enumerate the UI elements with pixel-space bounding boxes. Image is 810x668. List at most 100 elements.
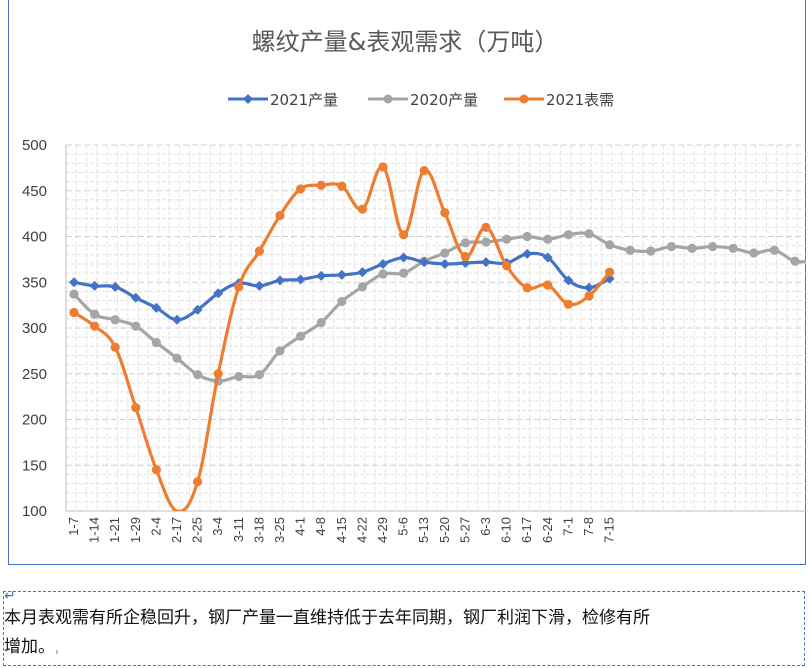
series-point-2	[502, 234, 512, 244]
legend-label-2: 2020产量	[410, 91, 478, 109]
series-point-1	[542, 252, 553, 263]
x-tick-label: 6-24	[540, 517, 555, 543]
series-point-1	[213, 288, 224, 299]
series-point-2	[728, 243, 738, 253]
series-point-3	[213, 369, 223, 379]
series-point-3	[254, 246, 264, 256]
series-point-3	[110, 342, 120, 352]
series-point-1	[357, 267, 368, 278]
series-point-2	[522, 231, 532, 242]
x-tick-label: 4-1	[293, 517, 308, 536]
series-point-3	[316, 180, 326, 190]
paragraph-mark-icon: ˌ	[55, 640, 59, 656]
x-tick-label: 2-17	[169, 517, 184, 543]
x-tick-label: 4-29	[375, 517, 390, 543]
series-point-3	[275, 210, 285, 221]
x-tick-label: 1-14	[87, 517, 102, 543]
x-tick-label: 2-4	[148, 517, 163, 536]
series-point-2	[749, 248, 759, 258]
series-point-3	[378, 162, 388, 172]
x-tick-label: 6-10	[499, 517, 514, 543]
x-tick-label: 1-7	[66, 517, 81, 536]
series-point-2	[460, 238, 470, 248]
series-point-2	[90, 309, 100, 319]
x-tick-label: 3-18	[251, 517, 266, 543]
series-point-3	[481, 222, 491, 232]
series-point-3	[440, 208, 450, 218]
series-point-2	[440, 248, 450, 258]
x-tick-label: 4-8	[313, 517, 328, 536]
series-point-2	[151, 338, 161, 348]
series-point-1	[316, 270, 327, 281]
series-point-2	[646, 246, 656, 256]
series-point-2	[563, 230, 574, 240]
legend-marker-3	[519, 94, 529, 104]
series-point-1	[69, 277, 79, 288]
legend-label-3: 2021表需	[546, 91, 614, 109]
series-point-3	[502, 261, 512, 271]
series-point-1	[89, 280, 100, 291]
chart-title: 螺纹产量&表观需求（万吨）	[252, 28, 559, 56]
x-tick-label: 2-25	[190, 517, 205, 543]
y-tick-label: 300	[22, 320, 47, 337]
series-point-1	[481, 257, 491, 268]
series-point-1	[563, 275, 574, 286]
series-point-2	[625, 245, 635, 255]
series-point-3	[419, 166, 429, 176]
series-point-2	[172, 353, 182, 363]
anchor-mark-icon: ↵	[4, 588, 16, 604]
x-tick-label: 3-4	[210, 517, 225, 536]
series-point-3	[337, 181, 347, 191]
x-tick-label: 3-11	[231, 517, 246, 542]
x-tick-label: 1-21	[107, 517, 122, 543]
series-point-1	[130, 292, 141, 303]
series-point-2	[790, 256, 800, 266]
series-point-1	[584, 282, 594, 293]
series-point-3	[234, 282, 244, 292]
series-point-3	[296, 184, 306, 194]
x-tick-label: 7-15	[602, 517, 617, 543]
series-point-2	[708, 241, 718, 252]
x-tick-label: 5-27	[457, 517, 472, 543]
x-tick-label: 3-25	[272, 517, 287, 543]
note-text: 本月表观需有所企稳回升，钢厂产量一直维持低于去年同期，钢厂利润下滑，检修有所 增…	[4, 604, 794, 663]
legend-label-1: 2021产量	[270, 91, 338, 109]
legend-marker-1	[243, 94, 253, 104]
series-point-3	[584, 291, 594, 301]
x-tick-label: 7-1	[560, 517, 575, 536]
series-point-3	[69, 307, 79, 318]
series-point-1	[295, 274, 306, 285]
series-point-3	[193, 477, 203, 487]
series-point-3	[522, 283, 532, 293]
series-point-3	[151, 465, 161, 475]
y-tick-label: 350	[22, 274, 47, 291]
series-point-1	[151, 302, 162, 313]
series-point-2	[254, 370, 264, 380]
x-tick-label: 6-17	[519, 517, 534, 543]
series-point-2	[687, 243, 697, 253]
series-point-3	[90, 321, 100, 331]
series-point-2	[131, 321, 141, 331]
series-point-1	[172, 314, 182, 325]
series-point-1	[378, 258, 388, 269]
series-point-1	[275, 275, 285, 286]
series-point-1	[254, 280, 265, 291]
y-tick-label: 500	[22, 137, 47, 154]
y-tick-label: 400	[22, 229, 47, 246]
y-tick-label: 250	[22, 366, 47, 383]
note-line-2: 增加。	[4, 637, 55, 657]
y-tick-label: 450	[22, 183, 47, 200]
x-tick-label: 5-13	[416, 517, 431, 543]
series-point-3	[357, 204, 367, 214]
series-point-3	[563, 299, 574, 309]
plot-area	[69, 162, 806, 511]
x-tick-label: 5-20	[437, 517, 452, 543]
y-tick-label: 150	[22, 457, 47, 474]
series-point-2	[584, 229, 594, 239]
series-point-3	[131, 403, 141, 413]
series-point-3	[543, 280, 553, 290]
series-point-2	[666, 241, 677, 252]
series-point-3	[460, 252, 470, 262]
series-point-2	[337, 296, 347, 307]
series-point-2	[234, 371, 244, 382]
